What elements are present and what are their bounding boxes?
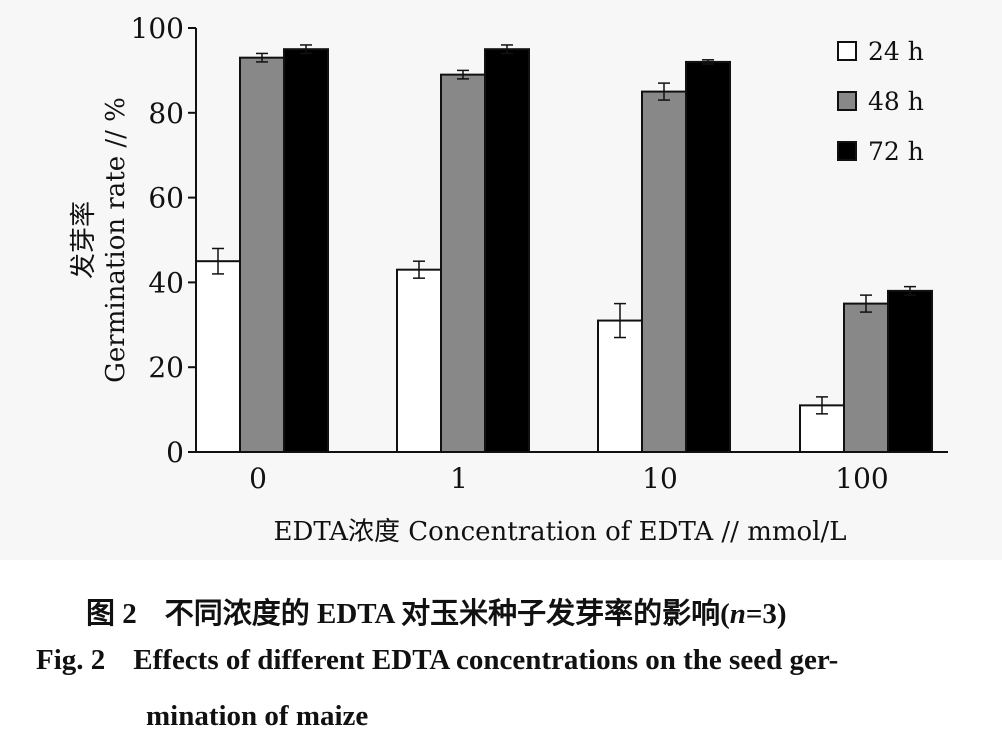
bars [195,48,933,454]
bar [887,289,933,453]
tick-labels: 0 20 40 60 80 100 0 1 10 100 [131,12,889,495]
bar [440,73,486,453]
caption-english-line-1: Fig. 2 Effects of different EDTA concentr… [36,644,838,677]
x-tick-label: 1 [450,462,468,495]
y-tick-label: 100 [131,12,184,45]
bar [484,48,530,453]
x-tick-label: 100 [835,462,888,495]
y-tick-label: 80 [148,97,184,130]
caption-en-text-line-1: Effects of different EDTA concentrations… [133,644,839,676]
figure-caption: 图 2 不同浓度的 EDTA 对玉米种子发芽率的影响(n=3) Fig. 2 Eff… [0,572,1002,756]
y-axis-title-en: Germination rate // % [101,97,131,383]
y-tick-label: 40 [148,266,184,299]
legend-label: 24 h [868,37,924,66]
legend-swatch [837,41,857,61]
caption-cn-figure-number: 图 2 [86,598,137,630]
bar [239,56,285,454]
legend-label: 48 h [868,87,924,116]
y-axis-title-cn: 发芽率 [69,201,99,279]
y-tick-label: 20 [148,351,184,384]
legend-label: 72 h [868,137,924,166]
legend-swatch [837,91,857,111]
bar-chart: 0 20 40 60 80 100 0 1 10 100 24 h 48 h 72 h 发芽率 Germ… [69,12,948,547]
error-bars [212,44,916,415]
bar [396,268,442,453]
chart-figure: 0 20 40 60 80 100 0 1 10 100 24 h 48 h 72 h 发芽率 Germ… [69,12,948,547]
caption-cn-n: n [729,598,746,630]
caption-en-figure-number: Fig. 2 [36,644,106,676]
caption-en-text-line-2: mination of maize [146,700,369,732]
y-tick-label: 60 [148,182,184,215]
bar [597,319,643,453]
bar [843,302,889,453]
legend-swatch [837,141,857,161]
y-tick-label: 0 [166,436,184,469]
caption-chinese: 图 2 不同浓度的 EDTA 对玉米种子发芽率的影响(n=3) [86,590,787,632]
bar [283,48,329,453]
caption-cn-text-prefix: 不同浓度的 EDTA 对玉米种子发芽率的影响( [164,598,730,630]
caption-cn-text-suffix: =3) [745,598,787,630]
bar [195,260,241,454]
legend: 24 h 48 h 72 h [837,37,924,166]
axis-titles: 发芽率 Germination rate // % EDTA浓度 Concentra… [69,97,847,547]
bar [685,60,731,453]
caption-english-line-2: mination of maize [146,700,368,733]
x-tick-label: 10 [642,462,678,495]
x-tick-label: 0 [249,462,267,495]
x-axis-title: EDTA浓度 Concentration of EDTA // mmol/L [274,517,847,547]
bar [641,90,687,453]
